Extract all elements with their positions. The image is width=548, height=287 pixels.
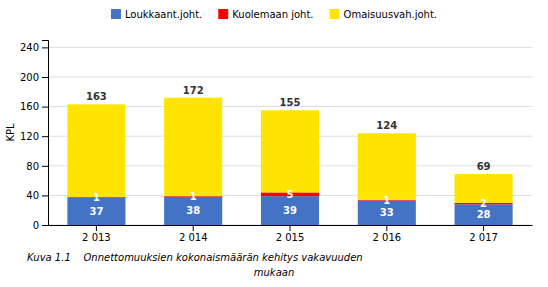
bar-series bbox=[67, 98, 512, 203]
data-label: 5 bbox=[287, 189, 294, 200]
bar bbox=[358, 133, 416, 200]
data-label: 2 bbox=[480, 198, 487, 209]
tick-mark bbox=[42, 107, 48, 108]
tick-label: 120 bbox=[20, 131, 39, 142]
tick-mark bbox=[42, 195, 48, 196]
total-label: 124 bbox=[376, 120, 397, 131]
tick-label: 2 016 bbox=[372, 232, 401, 243]
y-tick: 40 bbox=[26, 190, 48, 201]
legend-swatch bbox=[330, 9, 340, 19]
y-tick: 120 bbox=[20, 131, 48, 142]
y-tick: 200 bbox=[20, 72, 48, 83]
bar-series bbox=[67, 196, 512, 225]
chart: 040801201602002402 0132 0142 0152 0162 0… bbox=[0, 0, 548, 287]
x-tick: 2 017 bbox=[469, 225, 498, 243]
total-label: 69 bbox=[477, 161, 491, 172]
total-label: 172 bbox=[183, 85, 204, 96]
tick-mark bbox=[483, 225, 484, 231]
tick-label: 0 bbox=[33, 220, 39, 231]
tick-label: 80 bbox=[26, 161, 39, 172]
y-axis: 0 40 80 120 160 200 240 bbox=[20, 41, 49, 231]
legend: Loukkaant.joht. Kuolemaan joht. Omaisuusva… bbox=[111, 9, 437, 20]
data-label: 33 bbox=[380, 207, 394, 218]
bar bbox=[261, 196, 319, 225]
tick-label: 2 015 bbox=[276, 232, 305, 243]
tick-label: 2 017 bbox=[469, 232, 498, 243]
plot: 040801201602002402 0132 0142 0152 0162 0… bbox=[20, 41, 533, 244]
y-tick: 0 bbox=[33, 220, 48, 231]
x-tick: 2 013 bbox=[82, 225, 111, 243]
x-axis: 2 013 2 014 2 015 2 016 2 017 bbox=[49, 225, 533, 243]
legend-swatch bbox=[111, 9, 121, 19]
tick-mark bbox=[42, 166, 48, 167]
data-label: 37 bbox=[89, 206, 103, 217]
bars bbox=[67, 98, 512, 225]
legend-label: Loukkaant.joht. bbox=[125, 9, 202, 20]
y-tick: 160 bbox=[20, 101, 48, 112]
tick-label: 240 bbox=[20, 42, 39, 53]
x-tick: 2 014 bbox=[179, 225, 208, 243]
total-label: 163 bbox=[86, 91, 107, 102]
x-tick: 2 015 bbox=[276, 225, 305, 243]
legend-item: Loukkaant.joht. bbox=[111, 9, 202, 20]
tick-label: 2 013 bbox=[82, 232, 111, 243]
data-label: 28 bbox=[477, 209, 491, 220]
bar bbox=[164, 98, 222, 196]
tick-mark bbox=[290, 225, 291, 231]
bar bbox=[67, 104, 125, 197]
legend-label: Omaisuusvah.joht. bbox=[344, 9, 438, 20]
tick-label: 200 bbox=[20, 72, 39, 83]
tick-mark bbox=[42, 77, 48, 78]
x-tick: 2 016 bbox=[372, 225, 401, 243]
data-label: 1 bbox=[93, 192, 100, 203]
grid-line bbox=[48, 47, 532, 48]
tick-mark bbox=[193, 225, 194, 231]
legend-swatch bbox=[218, 9, 228, 19]
tick-mark bbox=[42, 47, 48, 48]
bar bbox=[261, 110, 319, 192]
tick-label: 40 bbox=[26, 190, 39, 201]
y-tick: 240 bbox=[20, 42, 48, 53]
grid-line bbox=[48, 77, 532, 78]
tick-label: 160 bbox=[20, 101, 39, 112]
legend-item: Omaisuusvah.joht. bbox=[330, 9, 438, 20]
legend-label: Kuolemaan joht. bbox=[232, 9, 313, 20]
tick-mark bbox=[96, 225, 97, 231]
y-axis-title: KPL bbox=[5, 123, 16, 142]
legend-item: Kuolemaan joht. bbox=[218, 9, 313, 20]
tick-label: 2 014 bbox=[179, 232, 208, 243]
y-tick: 80 bbox=[26, 161, 48, 172]
total-label: 155 bbox=[280, 97, 301, 108]
caption: Kuva 1.1 Onnettomuuksien kokonaismäärän … bbox=[27, 252, 363, 263]
tick-mark bbox=[42, 225, 48, 226]
axis-line bbox=[42, 41, 49, 226]
data-label: 39 bbox=[283, 205, 297, 216]
data-label: 38 bbox=[186, 205, 200, 216]
data-labels: 37 38 39 33 28 1 1 5 1 2 163 172 155 124 69 bbox=[86, 85, 491, 220]
grid bbox=[48, 47, 532, 225]
data-label: 1 bbox=[383, 195, 390, 206]
tick-mark bbox=[42, 136, 48, 137]
data-label: 1 bbox=[190, 191, 197, 202]
caption: mukaan bbox=[254, 267, 294, 278]
tick-mark bbox=[386, 225, 387, 231]
